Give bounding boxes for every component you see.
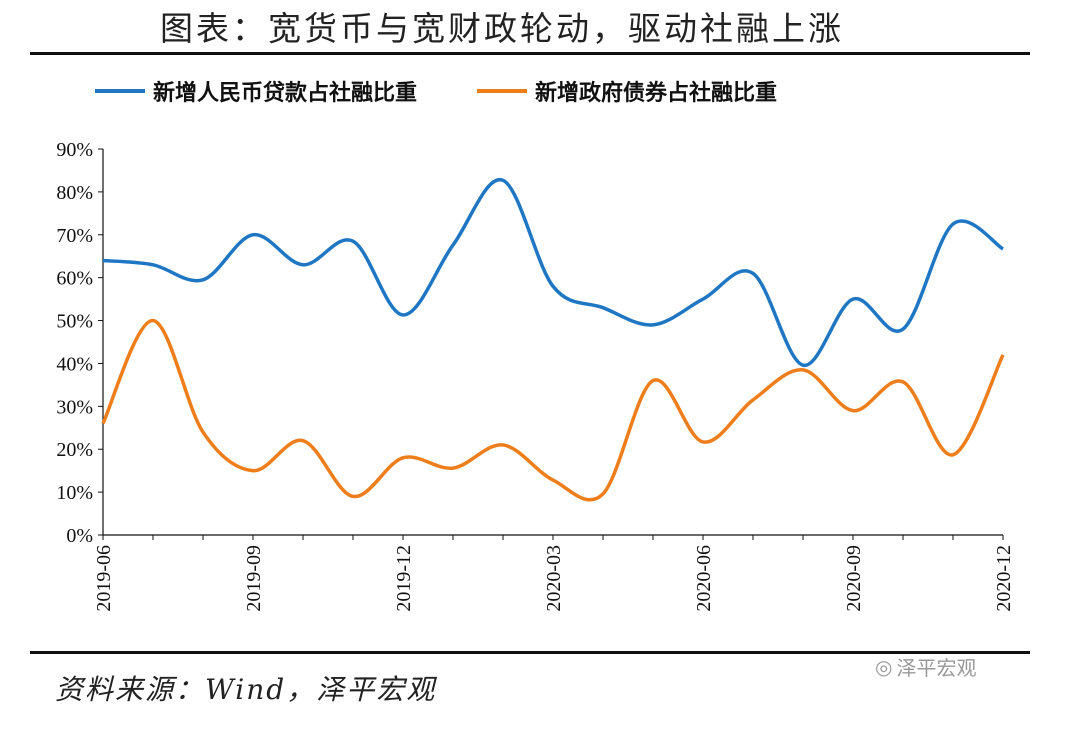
chart-title: 图表：宽货币与宽财政轮动，驱动社融上涨 bbox=[160, 9, 844, 48]
legend-item-loans: 新增人民币贷款占社融比重 bbox=[95, 75, 417, 107]
source-note: 资料来源：Wind，泽平宏观 bbox=[55, 673, 437, 706]
watermark-text: 泽平宏观 bbox=[896, 656, 977, 680]
x-tick-label: 2019-06 bbox=[93, 545, 115, 612]
x-tick-label: 2020-09 bbox=[843, 545, 865, 612]
y-tick-label: 0% bbox=[66, 525, 93, 547]
x-tick-label: 2019-09 bbox=[243, 545, 265, 612]
legend: 新增人民币贷款占社融比重 新增政府债券占社融比重 bbox=[95, 75, 777, 107]
x-tick-label: 2020-03 bbox=[543, 545, 565, 612]
y-tick-label: 60% bbox=[56, 268, 93, 290]
watermark: ◎ 泽平宏观 bbox=[875, 652, 976, 681]
x-tick-label: 2020-12 bbox=[993, 545, 1015, 612]
legend-swatch-bonds bbox=[477, 89, 528, 93]
series-line-loans bbox=[102, 178, 1004, 367]
legend-swatch-loans bbox=[95, 89, 145, 93]
y-tick-label: 10% bbox=[56, 482, 93, 504]
y-tick-label: 90% bbox=[56, 139, 93, 161]
y-tick-label: 50% bbox=[56, 311, 93, 333]
top-rule bbox=[30, 52, 1030, 55]
wechat-icon: ◎ bbox=[875, 654, 893, 679]
legend-item-bonds: 新增政府债券占社融比重 bbox=[477, 75, 777, 107]
y-tick-label: 70% bbox=[56, 225, 93, 247]
x-tick-label: 2019-12 bbox=[393, 545, 415, 612]
legend-label-bonds: 新增政府债券占社融比重 bbox=[535, 81, 778, 106]
x-tick-label: 2020-06 bbox=[693, 545, 715, 612]
bottom-rule bbox=[30, 651, 1030, 654]
y-tick-label: 20% bbox=[56, 439, 93, 461]
y-tick-label: 40% bbox=[56, 353, 93, 375]
series-line-bonds bbox=[101, 318, 1005, 502]
legend-label-loans: 新增人民币贷款占社融比重 bbox=[153, 81, 418, 106]
y-tick-label: 30% bbox=[56, 396, 93, 418]
y-tick-label: 80% bbox=[56, 182, 93, 204]
